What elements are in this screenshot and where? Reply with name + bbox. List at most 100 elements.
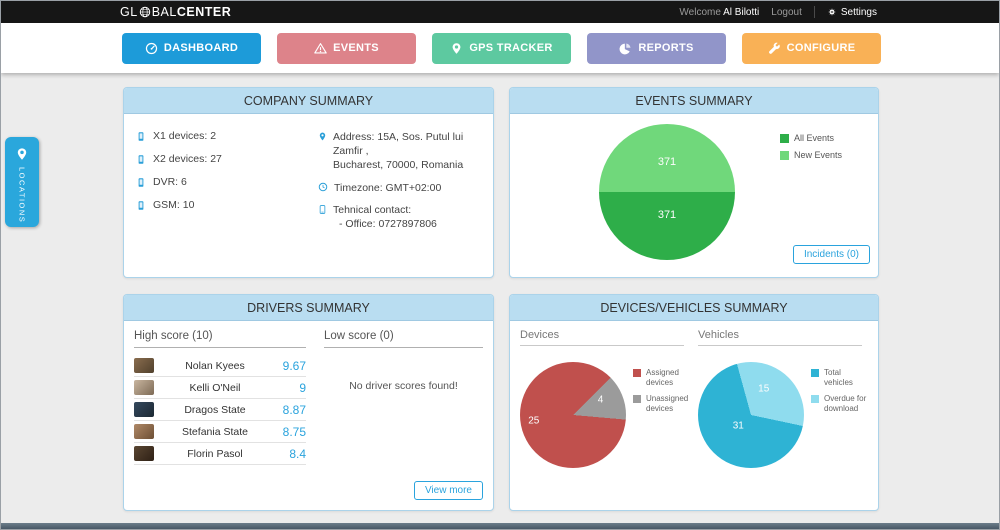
logo-text-mid: BAL: [151, 5, 177, 19]
topbar-divider: [813, 6, 815, 18]
warning-triangle-icon: [314, 42, 327, 55]
device-count-item: GSM: 10: [136, 199, 318, 211]
device-icon: [136, 177, 146, 188]
total-vehicles-value: 31: [732, 420, 744, 432]
vehicles-column: Vehicles 15 31 Total vehicles Overdue: [698, 329, 866, 468]
top-bar: GL BAL CENTER Welcome Al Bilotti Logout …: [1, 1, 999, 23]
app-logo: GL BAL CENTER: [120, 1, 231, 23]
unassigned-label: Unassigned devices: [646, 394, 689, 413]
welcome-text: Welcome Al Bilotti: [679, 7, 759, 18]
driver-name: Kelli O'Neil: [189, 381, 241, 394]
devices-chart-row: 25 4 Assigned devices Unassigned devices: [520, 362, 688, 468]
bottom-scrollbar[interactable]: [1, 523, 999, 529]
device-icon: [136, 131, 146, 142]
assigned-swatch: [633, 369, 641, 377]
driver-name: Dragos State: [184, 403, 246, 416]
vehicles-chart-row: 15 31 Total vehicles Overdue for downloa…: [698, 362, 866, 468]
logo-text-suffix: CENTER: [176, 5, 232, 19]
devices-legend: Assigned devices Unassigned devices: [633, 368, 694, 468]
overdue-vehicles-value: 15: [758, 383, 770, 394]
driver-row: Kelli O'Neil 9: [134, 377, 306, 399]
locations-side-tab[interactable]: LOCATIONS: [5, 137, 39, 227]
legend-item-new-events: New Events: [779, 150, 842, 160]
address-text: Address: 15A, Sos. Putul lui Zamfir , Bu…: [333, 130, 483, 173]
device-count-item: DVR: 6: [136, 176, 318, 188]
overdue-swatch: [811, 395, 819, 404]
x2-devices-count: X2 devices: 27: [153, 153, 222, 165]
driver-score: 9: [299, 380, 306, 395]
username: Al Bilotti: [723, 6, 760, 18]
tab-configure[interactable]: CONFIGURE: [742, 32, 881, 64]
company-summary-body: X1 devices: 2 X2 devices: 27 DVR: 6 GSM:…: [124, 114, 493, 249]
legend-item-total-vehicles: Total vehicles: [811, 368, 872, 387]
driver-name: Nolan Kyees: [185, 359, 245, 372]
device-icon: [136, 154, 146, 165]
gear-icon: [827, 7, 837, 17]
company-summary-title: COMPANY SUMMARY: [124, 88, 493, 114]
welcome-label: Welcome: [679, 6, 721, 18]
driver-row: Stefania State 8.75: [134, 421, 306, 443]
driver-avatar: [134, 358, 154, 373]
total-vehicles-label: Total vehicles: [824, 368, 853, 387]
unassigned-swatch: [633, 395, 641, 404]
driver-avatar: [134, 402, 154, 417]
overdue-label: Overdue for download: [824, 394, 867, 413]
tab-reports-label: REPORTS: [638, 42, 694, 54]
low-score-header: Low score (0): [324, 330, 483, 348]
events-summary-panel: EVENTS SUMMARY 371 371 All Events New Ev…: [509, 87, 879, 278]
tab-reports[interactable]: REPORTS: [587, 32, 726, 64]
legend-item-assigned: Assigned devices: [633, 368, 694, 387]
contact-block: Tehnical contact: - Office: 0727897806: [318, 203, 483, 231]
company-info: Address: 15A, Sos. Putul lui Zamfir , Bu…: [318, 130, 483, 239]
contact-label: Tehnical contact:: [333, 203, 412, 216]
incidents-button[interactable]: Incidents (0): [792, 245, 870, 264]
all-events-label: All Events: [793, 133, 834, 143]
logout-link[interactable]: Logout: [771, 6, 802, 18]
tab-dashboard-label: DASHBOARD: [163, 42, 239, 54]
view-more-button[interactable]: View more: [413, 481, 483, 500]
high-score-header: High score (10): [134, 330, 306, 348]
events-summary-title: EVENTS SUMMARY: [510, 88, 878, 114]
unassigned-devices-value: 4: [597, 394, 604, 406]
settings-button[interactable]: Settings: [827, 7, 877, 18]
devices-vehicles-title: DEVICES/VEHICLES SUMMARY: [510, 295, 878, 321]
device-count-item: X2 devices: 27: [136, 153, 318, 165]
location-pin-icon: [15, 147, 29, 161]
mobile-phone-icon: [318, 204, 327, 215]
address-block: Address: 15A, Sos. Putul lui Zamfir , Bu…: [318, 130, 483, 173]
device-counts-list: X1 devices: 2 X2 devices: 27 DVR: 6 GSM:…: [136, 130, 318, 239]
driver-row: Nolan Kyees 9.67: [134, 355, 306, 377]
address-line2: Bucharest, 70000, Romania: [333, 159, 464, 172]
vehicles-legend: Total vehicles Overdue for download: [811, 368, 872, 468]
address-pin-icon: [318, 131, 327, 142]
vehicles-label: Vehicles: [698, 329, 862, 346]
assigned-label: Assigned devices: [646, 368, 679, 387]
all-events-value: 371: [657, 209, 677, 222]
drivers-summary-body: High score (10) Nolan Kyees 9.67 Kelli O…: [124, 321, 493, 465]
devices-label: Devices: [520, 329, 684, 346]
device-icon: [136, 200, 146, 211]
logo-text-prefix: GL: [120, 5, 138, 19]
map-pin-icon: [450, 42, 463, 55]
pie-chart-icon: [619, 42, 632, 55]
events-pie-chart: 371 371: [599, 124, 735, 260]
tab-dashboard[interactable]: DASHBOARD: [122, 32, 261, 64]
tab-gps-tracker[interactable]: GPS TRACKER: [432, 32, 571, 64]
timezone-block: Timezone: GMT+02:00: [318, 181, 483, 195]
tab-events[interactable]: EVENTS: [277, 32, 416, 64]
low-score-column: Low score (0) No driver scores found!: [324, 330, 483, 465]
driver-avatar: [134, 446, 154, 461]
no-scores-message: No driver scores found!: [349, 380, 458, 392]
driver-avatar: [134, 380, 154, 395]
legend-item-unassigned: Unassigned devices: [633, 394, 694, 413]
new-events-value: 371: [657, 156, 677, 169]
driver-name: Stefania State: [182, 425, 248, 438]
topbar-right: Welcome Al Bilotti Logout Settings: [679, 1, 877, 23]
driver-name: Florin Pasol: [187, 447, 243, 460]
tab-gps-tracker-label: GPS TRACKER: [469, 42, 553, 54]
high-score-list: Nolan Kyees 9.67 Kelli O'Neil 9 Dragos S…: [134, 355, 306, 465]
timezone-value: Timezone: GMT+02:00: [334, 181, 442, 194]
gauge-icon: [145, 42, 158, 55]
driver-score: 8.87: [282, 402, 306, 417]
